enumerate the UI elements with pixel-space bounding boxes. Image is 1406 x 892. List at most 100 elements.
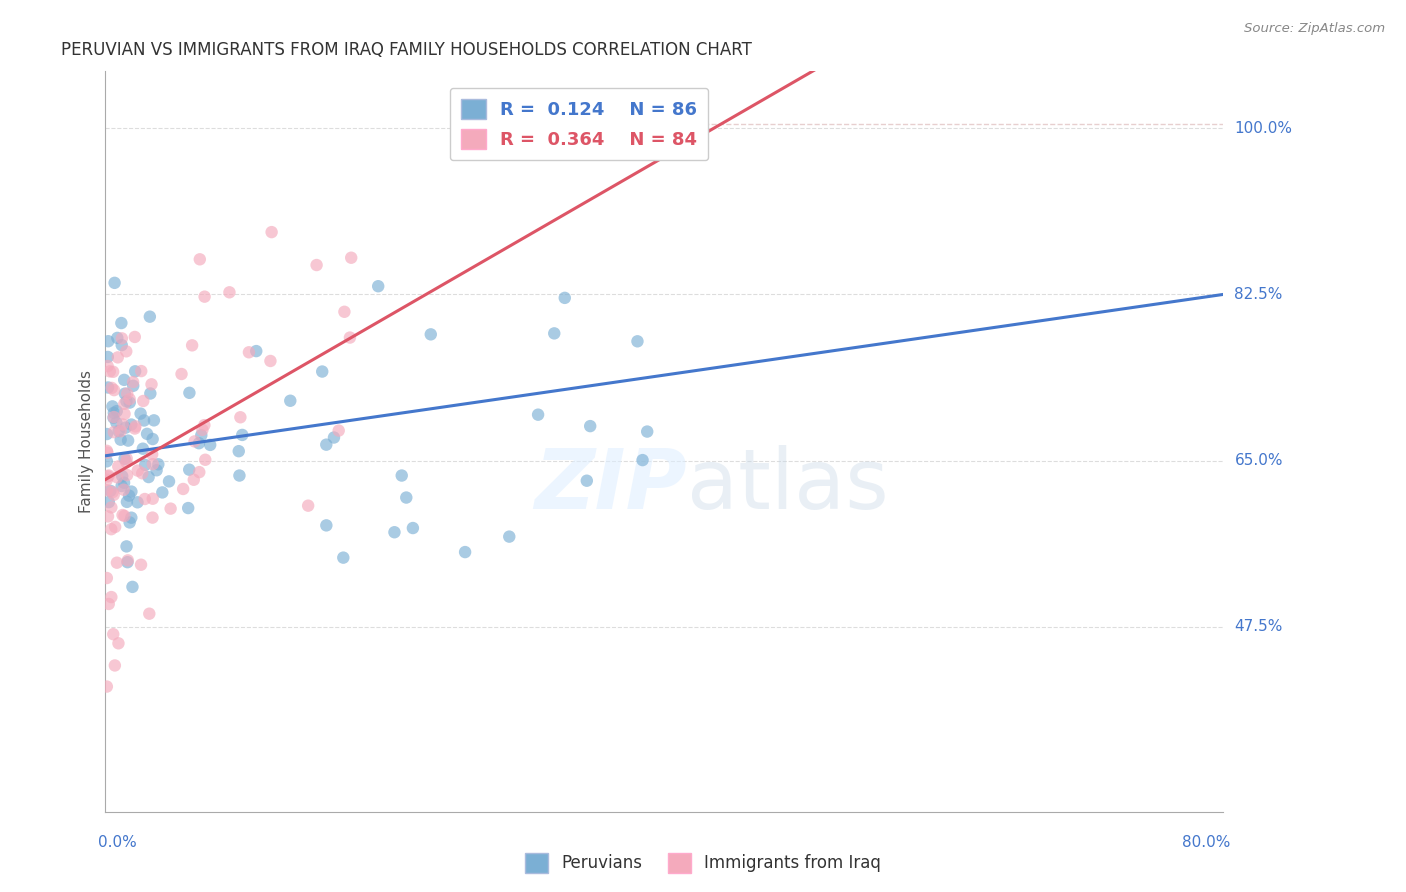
Point xyxy=(323,430,346,444)
Legend: R =  0.124    N = 86, R =  0.364    N = 84: R = 0.124 N = 86, R = 0.364 N = 84 xyxy=(450,87,709,161)
Text: ZIP: ZIP xyxy=(534,445,686,526)
Text: 0.0%: 0.0% xyxy=(98,836,138,850)
Point xyxy=(228,468,250,483)
Point xyxy=(101,485,124,500)
Point xyxy=(110,424,132,438)
Point xyxy=(107,351,129,365)
Point xyxy=(183,434,205,449)
Point xyxy=(101,400,124,414)
Point xyxy=(527,408,550,422)
Point xyxy=(114,407,136,421)
Point xyxy=(107,459,129,474)
Point xyxy=(150,485,173,500)
Point xyxy=(218,285,240,300)
Point xyxy=(129,364,152,378)
Point xyxy=(118,392,141,406)
Point xyxy=(132,394,155,409)
Point xyxy=(181,338,204,352)
Point xyxy=(103,410,125,425)
Point xyxy=(115,386,138,401)
Point xyxy=(228,444,250,458)
Point xyxy=(117,434,139,448)
Point xyxy=(402,521,425,535)
Point xyxy=(229,410,252,425)
Point xyxy=(110,316,132,330)
Point xyxy=(339,330,361,344)
Point xyxy=(114,420,136,434)
Point xyxy=(134,491,156,506)
Point xyxy=(183,473,205,487)
Point xyxy=(543,326,565,341)
Point xyxy=(115,394,138,409)
Point xyxy=(141,377,163,392)
Point xyxy=(111,508,134,522)
Point xyxy=(97,359,120,373)
Point xyxy=(124,421,146,435)
Point xyxy=(103,383,125,397)
Point xyxy=(120,510,142,524)
Point xyxy=(554,291,576,305)
Point xyxy=(367,279,389,293)
Point xyxy=(188,252,211,267)
Text: atlas: atlas xyxy=(686,445,889,526)
Point xyxy=(159,501,181,516)
Point xyxy=(138,607,160,621)
Point xyxy=(190,428,212,442)
Point xyxy=(631,453,654,467)
Point xyxy=(391,468,413,483)
Point xyxy=(110,433,132,447)
Point xyxy=(101,365,124,379)
Point xyxy=(97,350,120,364)
Point xyxy=(114,386,136,401)
Point xyxy=(100,590,122,604)
Point xyxy=(142,457,165,471)
Point xyxy=(97,334,120,349)
Point xyxy=(120,417,142,432)
Point xyxy=(97,509,120,524)
Point xyxy=(118,395,141,409)
Point xyxy=(124,419,146,434)
Point xyxy=(332,550,354,565)
Point xyxy=(100,522,122,536)
Point xyxy=(188,465,211,479)
Point xyxy=(105,404,128,418)
Point xyxy=(100,483,122,498)
Point xyxy=(132,442,155,456)
Point xyxy=(245,344,267,359)
Point xyxy=(104,520,127,534)
Point xyxy=(122,375,145,389)
Point xyxy=(124,364,146,378)
Point xyxy=(111,331,134,345)
Point xyxy=(142,413,165,427)
Point xyxy=(120,484,142,499)
Point xyxy=(103,488,125,502)
Point xyxy=(157,475,180,489)
Point xyxy=(97,380,120,394)
Point xyxy=(328,424,350,438)
Point xyxy=(104,658,127,673)
Point xyxy=(129,407,152,421)
Point xyxy=(498,530,520,544)
Point xyxy=(124,330,146,344)
Point xyxy=(122,378,145,392)
Point xyxy=(121,580,143,594)
Point xyxy=(115,540,138,554)
Point xyxy=(115,455,138,469)
Point xyxy=(103,425,125,439)
Point xyxy=(105,556,128,570)
Point xyxy=(575,474,598,488)
Point xyxy=(96,680,118,694)
Point xyxy=(177,501,200,516)
Point xyxy=(114,451,136,466)
Point xyxy=(315,437,337,451)
Point xyxy=(97,597,120,611)
Point xyxy=(117,553,139,567)
Point xyxy=(132,413,155,427)
Point xyxy=(96,473,118,487)
Point xyxy=(115,344,138,359)
Point xyxy=(194,452,217,467)
Point xyxy=(179,385,201,400)
Point xyxy=(315,518,337,533)
Point xyxy=(105,416,128,430)
Point xyxy=(115,495,138,509)
